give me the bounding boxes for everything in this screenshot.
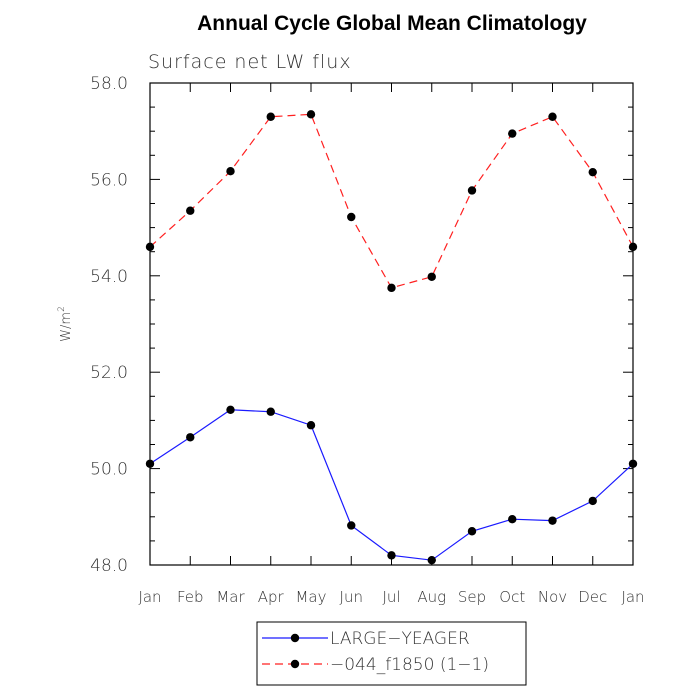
data-point	[347, 212, 356, 222]
data-point	[266, 112, 275, 121]
data-point	[145, 459, 155, 468]
data-point	[226, 405, 235, 414]
y-axis-label-main: W/m	[59, 312, 74, 342]
x-tick-label: Apr	[258, 588, 285, 606]
axes: Jan Feb Mar Apr May Jun Jul Aug Sep Oct Nov Dec Jan 4…	[90, 74, 644, 606]
data-point	[628, 459, 638, 468]
data-point	[387, 283, 396, 293]
x-tick-label: Mar	[216, 588, 245, 606]
data-point	[628, 242, 638, 252]
y-tick-label: 48.0	[90, 556, 128, 576]
series-line	[149, 113, 634, 289]
data-point	[467, 186, 477, 195]
data-point	[588, 167, 597, 177]
plot-frame	[149, 82, 634, 566]
x-tick-label: Sep	[458, 588, 486, 606]
data-point	[306, 110, 316, 119]
series-1	[145, 405, 638, 565]
x-tick-label: Jan	[138, 588, 161, 606]
legend-marker	[290, 633, 300, 643]
legend: LARGE−YEAGER −044_f1850 (1−1)	[256, 621, 527, 686]
x-tick-label: Feb	[177, 588, 204, 606]
x-tick-label: Aug	[417, 588, 446, 606]
data-point	[467, 527, 477, 536]
y-tick-label: 50.0	[90, 460, 128, 480]
data-point	[508, 129, 517, 138]
data-point	[548, 516, 557, 525]
y-tick-label: 52.0	[90, 363, 128, 383]
svg-text:W/m2: W/m2	[57, 306, 74, 342]
x-tick-label: Jan	[621, 588, 644, 606]
x-tick-label: Nov	[538, 588, 567, 606]
data-point	[508, 515, 517, 524]
chart-subtitle: Surface net LW flux	[148, 51, 352, 73]
data-point	[226, 167, 235, 176]
x-tick-label: May	[295, 588, 326, 606]
y-tick-label: 56.0	[90, 170, 128, 190]
y-axis-label-superscript: 2	[57, 306, 67, 312]
data-point	[387, 551, 396, 560]
data-point	[588, 496, 597, 506]
data-point	[186, 433, 195, 442]
series-2	[145, 110, 638, 293]
legend-label: −044_f1850 (1−1)	[330, 655, 489, 675]
legend-box	[256, 621, 527, 686]
y-tick-label: 58.0	[90, 74, 128, 94]
legend-marker	[290, 659, 300, 669]
x-tick-label: Dec	[578, 588, 607, 606]
data-point	[266, 407, 275, 416]
data-point	[145, 242, 155, 252]
x-tick-label: Jun	[340, 588, 363, 606]
data-point	[186, 206, 195, 215]
chart-title: Annual Cycle Global Mean Climatology	[197, 12, 587, 35]
data-point	[427, 272, 436, 281]
y-axis-label: W/m2	[57, 306, 74, 342]
data-point	[306, 421, 316, 430]
series-line	[149, 409, 634, 561]
x-tick-label: Jul	[382, 588, 400, 606]
y-tick-label: 54.0	[90, 267, 128, 287]
data-point	[427, 555, 436, 565]
data-point	[548, 112, 557, 121]
x-tick-label: Oct	[499, 588, 525, 606]
data-point	[347, 521, 356, 530]
legend-label: LARGE−YEAGER	[330, 629, 470, 649]
series-layer	[145, 110, 638, 565]
